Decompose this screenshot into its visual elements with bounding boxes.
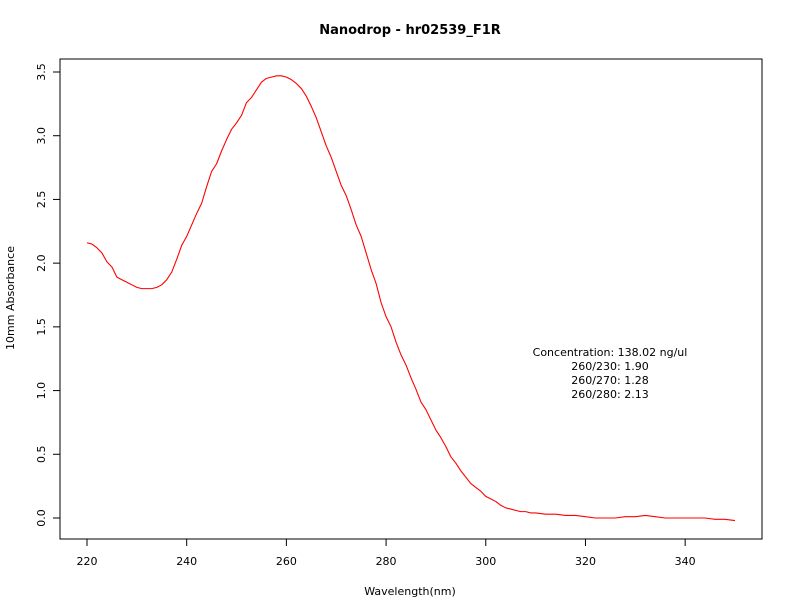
x-tick-label: 220 [77, 555, 98, 568]
y-axis: 0.0 0.5 1.0 1.5 2.0 2.5 3.0 3.5 [35, 63, 61, 527]
x-tick-label: 260 [276, 555, 297, 568]
y-tick-label: 3.0 [35, 127, 48, 145]
annotation-concentration: Concentration: 138.02 ng/ul [533, 346, 688, 359]
annotation-box: Concentration: 138.02 ng/ul 260/230: 1.9… [533, 346, 688, 401]
y-tick-label: 3.5 [35, 63, 48, 81]
x-tick-label: 280 [376, 555, 397, 568]
annotation-ratio-260-280: 260/280: 2.13 [571, 388, 648, 401]
series-line-0 [86, 75, 736, 522]
x-tick-label: 340 [675, 555, 696, 568]
x-tick-label: 240 [176, 555, 197, 568]
x-axis-title: Wavelength(nm) [364, 585, 456, 598]
x-axis: 220 240 260 280 300 320 340 [77, 538, 696, 568]
series-layer [86, 75, 736, 522]
chart-title: Nanodrop - hr02539_F1R [319, 23, 501, 38]
y-tick-label: 2.5 [35, 191, 48, 209]
y-tick-label: 1.5 [35, 318, 48, 336]
y-axis-title: 10mm Absorbance [4, 246, 17, 350]
plot-frame [59, 58, 763, 540]
y-tick-label: 1.0 [35, 382, 48, 400]
x-tick-label: 300 [475, 555, 496, 568]
annotation-ratio-260-230: 260/230: 1.90 [571, 360, 648, 373]
y-tick-label: 2.0 [35, 254, 48, 272]
y-tick-label: 0.0 [35, 509, 48, 527]
x-tick-label: 320 [575, 555, 596, 568]
annotation-ratio-260-270: 260/270: 1.28 [571, 374, 648, 387]
y-tick-label: 0.5 [35, 446, 48, 464]
